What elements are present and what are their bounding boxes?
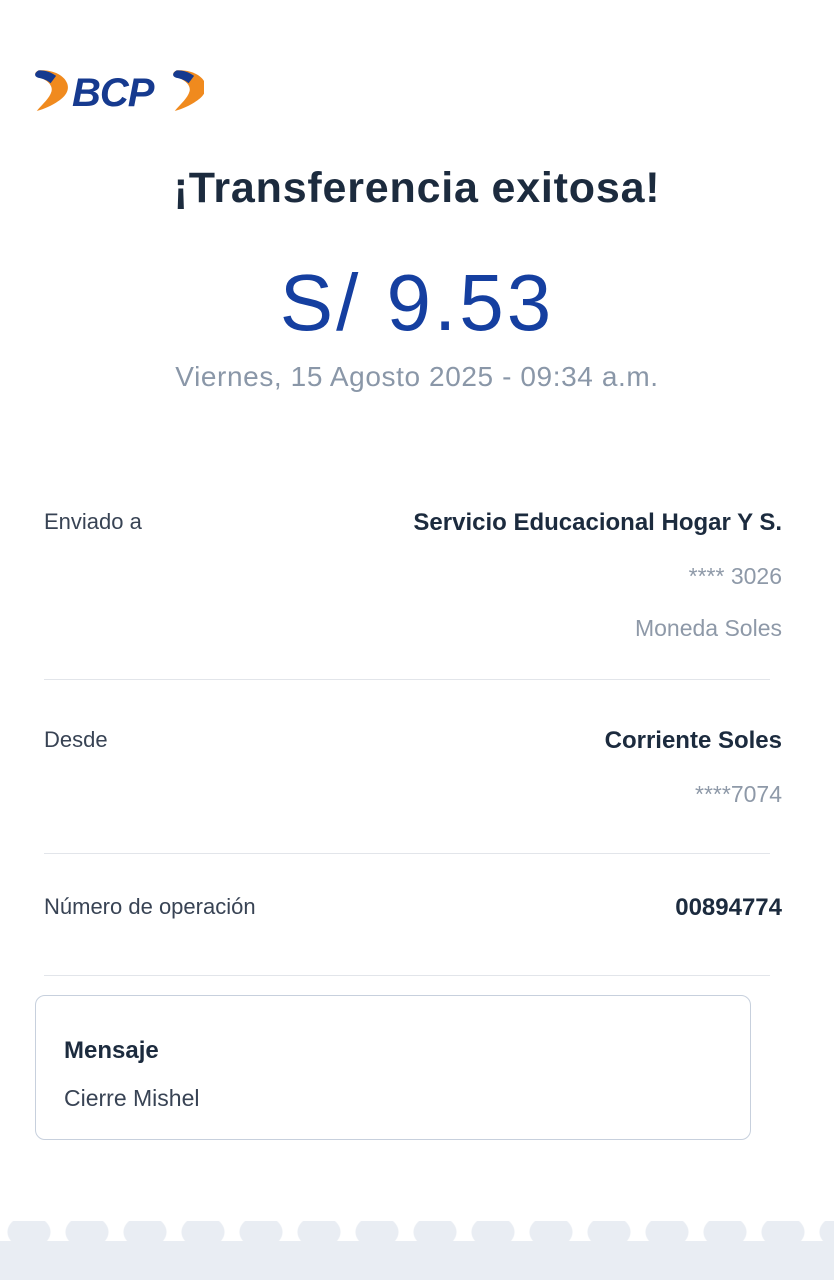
svg-text:BCP: BCP — [72, 71, 155, 115]
